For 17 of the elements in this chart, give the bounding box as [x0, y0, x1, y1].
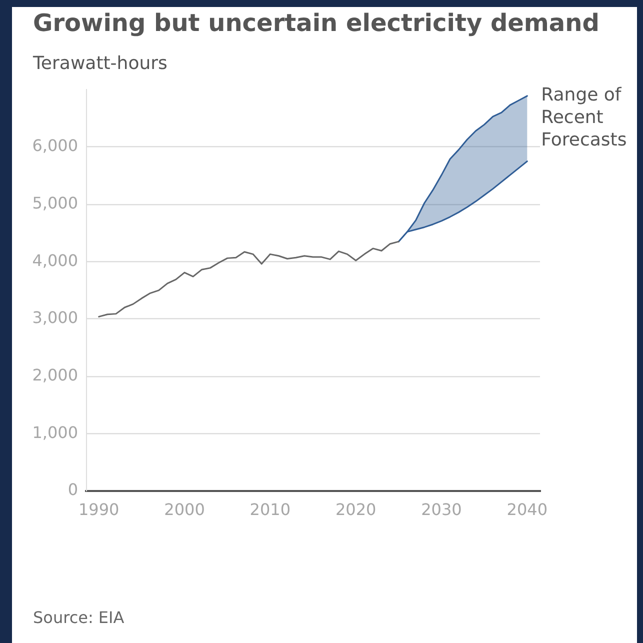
- x-tick-label: 1990: [78, 500, 120, 519]
- source-note: Source: EIA: [33, 608, 124, 627]
- y-tick-label: 0: [68, 480, 78, 500]
- y-tick-label: 2,000: [32, 365, 78, 384]
- x-tick-label: 2010: [250, 500, 291, 519]
- y-axis-title: Terawatt-hours: [33, 53, 168, 74]
- x-tick-label: 2020: [335, 500, 376, 519]
- chart-title: Growing but uncertain electricity demand: [33, 9, 600, 37]
- y-tick-label: 4,000: [32, 250, 78, 270]
- y-tick-label: 6,000: [32, 136, 78, 156]
- series-label: Range of Recent Forecasts: [541, 84, 627, 151]
- x-tick-label: 2040: [506, 500, 548, 519]
- x-tick-label: 2030: [421, 500, 462, 519]
- y-tick-label: 3,000: [32, 308, 78, 328]
- x-tick-label: 2000: [164, 500, 205, 519]
- y-tick-label: 5,000: [32, 193, 78, 212]
- y-tick-label: 1,000: [32, 422, 78, 442]
